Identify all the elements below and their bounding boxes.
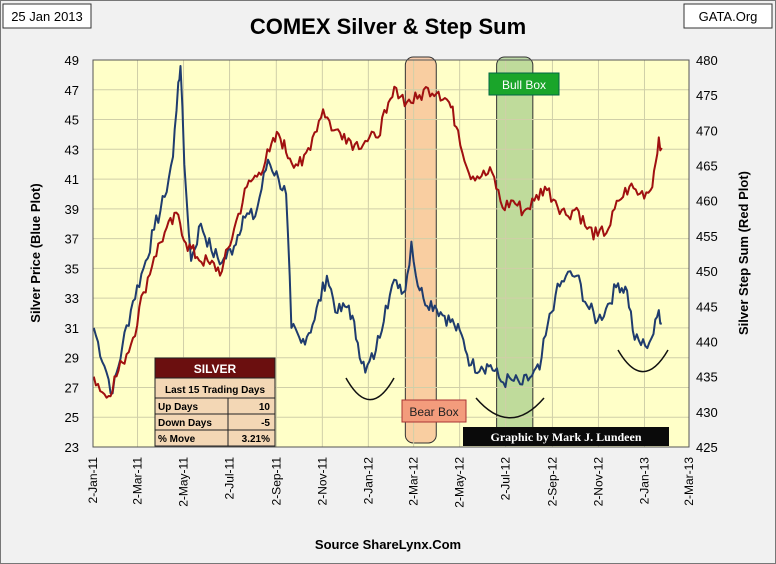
- site-box: [683, 3, 773, 29]
- bull-box-label: Bull Box: [488, 72, 560, 96]
- y-tick-label: 23: [65, 440, 79, 455]
- x-tick-label: 2-Mar-13: [682, 457, 696, 506]
- y-tick-label: 43: [65, 142, 79, 157]
- x-tick-label: 2-May-11: [177, 457, 191, 507]
- y2-tick-label: 440: [696, 334, 718, 349]
- y-axis-label: Silver Price (Blue Plot): [28, 183, 43, 322]
- y-tick-label: 35: [65, 261, 79, 276]
- y-tick-label: 33: [65, 291, 79, 306]
- y2-tick-label: 455: [696, 229, 718, 244]
- credit-text: Graphic by Mark J. Lundeen: [490, 430, 641, 444]
- y-tick-label: 49: [65, 53, 79, 68]
- table-row-label: Down Days: [158, 418, 212, 429]
- y-tick-label: 47: [65, 83, 79, 98]
- y-tick-label: 31: [65, 321, 79, 336]
- y-tick-label: 41: [65, 172, 79, 187]
- table-row-value: -5: [261, 418, 270, 429]
- stepsum-line: [92, 85, 663, 399]
- y-tick-label: 39: [65, 202, 79, 217]
- y2-tick-label: 460: [696, 194, 718, 209]
- x-tick-label: 2-Nov-12: [591, 457, 605, 507]
- y2-tick-label: 480: [696, 53, 718, 68]
- y-tick-label: 37: [65, 232, 79, 247]
- x-tick-label: 2-Mar-12: [407, 457, 421, 506]
- y2-tick-label: 435: [696, 370, 718, 385]
- plot-border: [92, 59, 690, 448]
- x-tick-label: 2-Jul-12: [499, 457, 513, 501]
- x-tick-label: 2-Nov-11: [315, 457, 329, 506]
- x-tick-label: 2-Jan-13: [637, 457, 651, 505]
- credit-banner: Graphic by Mark J. Lundeen: [463, 427, 669, 446]
- trough-arc: [475, 397, 545, 419]
- y2-tick-label: 450: [696, 264, 718, 279]
- table-row-label: Up Days: [158, 402, 198, 413]
- bear-box: [404, 56, 437, 444]
- source-footer: Source ShareLynx.Com: [315, 537, 461, 552]
- y2-tick-label: 465: [696, 159, 718, 174]
- table-row-label: % Move: [158, 434, 196, 445]
- x-tick-label: 2-Sep-12: [545, 457, 559, 507]
- chart-title: COMEX Silver & Step Sum: [250, 14, 526, 39]
- x-tick-label: 2-Jan-12: [361, 457, 375, 505]
- x-tick-label: 2-May-12: [453, 457, 467, 508]
- stats-table: SILVER Last 15 Trading Days Up Days 10 D…: [154, 357, 276, 447]
- x-tick-label: 2-Mar-11: [131, 457, 145, 505]
- header-site: GATA.Org: [699, 9, 758, 24]
- left-axis-ticks: 23 25 27 29 31 33 35 37 39 41 43 45 47 49: [65, 53, 79, 455]
- table-row-value: 10: [259, 402, 271, 413]
- x-tick-label: 2-Sep-11: [269, 457, 283, 506]
- x-tick-label: 2-Jul-11: [223, 457, 237, 500]
- y2-tick-label: 430: [696, 405, 718, 420]
- y2-tick-label: 475: [696, 88, 718, 103]
- table-subtitle: Last 15 Trading Days: [165, 385, 265, 396]
- y-tick-label: 45: [65, 113, 79, 128]
- trough-arc: [617, 349, 669, 373]
- y2-axis-label: Silver Step Sum (Red Plot): [736, 171, 751, 335]
- bear-box-label: Bear Box: [401, 399, 467, 423]
- table-row-value: 3.21%: [242, 434, 270, 445]
- y-tick-label: 25: [65, 410, 79, 425]
- table-title: SILVER: [194, 362, 237, 376]
- trough-arc: [345, 377, 395, 401]
- bull-box-text: Bull Box: [502, 78, 546, 92]
- x-tick-label: 2-Jan-11: [86, 457, 100, 504]
- y-tick-label: 29: [65, 351, 79, 366]
- bear-box-text: Bear Box: [409, 405, 458, 419]
- y2-tick-label: 425: [696, 440, 718, 455]
- bull-box: [496, 56, 534, 444]
- y-tick-label: 27: [65, 380, 79, 395]
- date-box: [2, 3, 92, 29]
- header-date: 25 Jan 2013: [11, 9, 83, 24]
- trough-arcs: [345, 349, 669, 419]
- series-lines: [92, 65, 663, 399]
- right-axis-ticks: 425 430 435 440 445 450 455 460 465 470 475 480: [696, 53, 718, 455]
- x-axis-ticks: 2-Jan-11 2-Mar-11 2-May-11 2-Jul-11 2-Sep-11…: [86, 457, 696, 508]
- y2-tick-label: 445: [696, 299, 718, 314]
- y2-tick-label: 470: [696, 123, 718, 138]
